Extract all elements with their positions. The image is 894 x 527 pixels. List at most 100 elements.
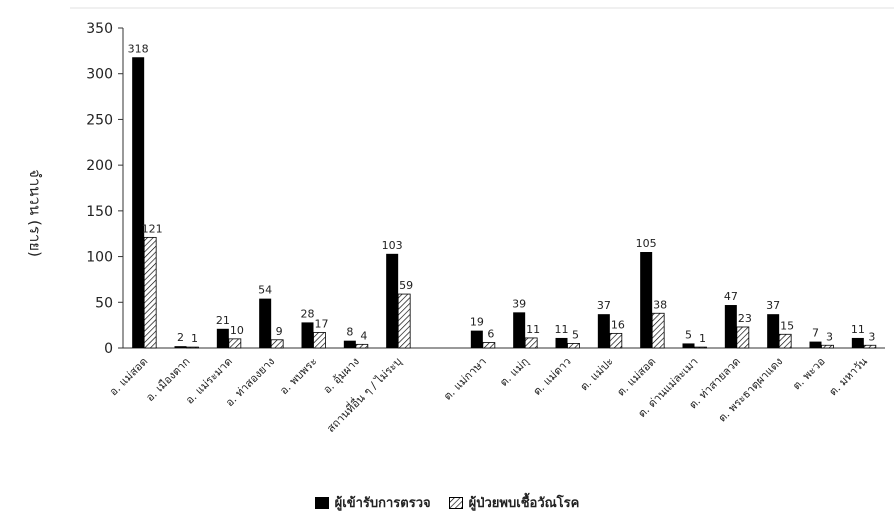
bar-tb-positive (609, 332, 623, 349)
legend-label-screened: ผู้เข้ารับการตรวจ (334, 496, 431, 511)
x-tick-label: ต. แม่สอด (614, 355, 658, 399)
x-tick-label: สถานที่อื่น ๆ / ไม่ระบุ (323, 354, 404, 435)
data-label-tb-positive: 4 (360, 329, 367, 342)
data-label-tb-positive: 16 (611, 318, 625, 331)
data-label-screened: 318 (128, 42, 149, 55)
bar-tb-positive (694, 346, 707, 349)
data-label-screened: 47 (724, 290, 738, 303)
x-tick-label: อ. อุ้มผาง (321, 355, 362, 396)
x-tick-label: ต. พะวอ (790, 355, 828, 393)
data-label-tb-positive: 15 (780, 319, 794, 332)
data-label-screened: 105 (636, 237, 657, 250)
bar-tb-positive (736, 326, 750, 349)
data-label-screened: 54 (258, 284, 272, 297)
bar-tb-positive (186, 346, 199, 349)
bar-screened (597, 314, 610, 348)
bar-tb-positive (778, 333, 792, 349)
y-tick-label: 150 (86, 204, 113, 220)
data-label-tb-positive: 1 (699, 332, 706, 345)
y-tick-label: 50 (95, 295, 113, 311)
legend-item-tb-positive: ผู้ป่วยพบเชื้อวัณโรค (448, 492, 580, 513)
bar-screened (386, 253, 399, 348)
bar-screened (216, 328, 229, 348)
y-tick-label: 0 (104, 341, 113, 357)
bar-tb-positive (482, 342, 496, 349)
data-label-tb-positive: 3 (826, 330, 833, 343)
data-label-tb-positive: 23 (738, 312, 752, 325)
x-tick-label: ต. แม่ปะ (578, 355, 616, 393)
y-tick-label: 300 (86, 67, 113, 83)
bar-screened (724, 305, 737, 348)
data-label-tb-positive: 9 (276, 325, 283, 338)
bar-tb-positive (355, 343, 369, 349)
bar-screened (259, 298, 272, 348)
legend-swatch-black (314, 496, 329, 509)
data-label-screened: 11 (555, 323, 569, 336)
bar-tb-positive (651, 312, 665, 349)
bar-tb-positive (228, 338, 242, 349)
data-label-tb-positive: 1 (191, 332, 198, 345)
data-label-screened: 19 (470, 316, 484, 329)
x-tick-label: ต. มหาวัน (826, 355, 870, 399)
legend-item-screened: ผู้เข้ารับการตรวจ (314, 492, 431, 513)
data-label-tb-positive: 6 (487, 328, 494, 341)
data-label-tb-positive: 17 (315, 317, 329, 330)
data-label-screened: 5 (685, 328, 692, 341)
data-label-screened: 8 (346, 326, 353, 339)
x-tick-label: อ. แม่สอด (107, 355, 150, 398)
data-label-tb-positive: 3 (868, 330, 875, 343)
bar-screened (301, 322, 314, 348)
bar-tb-positive (313, 332, 326, 349)
data-label-screened: 37 (597, 299, 611, 312)
data-label-tb-positive: 59 (399, 279, 413, 292)
bar-screened (767, 314, 780, 348)
data-label-screened: 37 (766, 299, 780, 312)
data-label-screened: 28 (301, 307, 315, 320)
bar-screened (640, 252, 653, 348)
y-tick-label: 350 (86, 21, 113, 37)
legend: ผู้เข้ารับการตรวจ ผู้ป่วยพบเชื้อวัณโรค (0, 492, 894, 513)
y-axis: 0 50 100 150 200 250 300 350 (86, 21, 885, 357)
y-tick-label: 100 (86, 250, 113, 266)
data-label-tb-positive: 121 (142, 222, 163, 235)
bar-screened (343, 340, 356, 348)
bar-tb-positive (863, 344, 877, 349)
bar-tb-positive (143, 236, 157, 349)
data-label-tb-positive: 5 (572, 328, 579, 341)
data-label-screened: 21 (216, 314, 230, 327)
bar-screened (851, 337, 864, 348)
bar-screened (809, 341, 822, 348)
data-label-screened: 103 (382, 239, 403, 252)
bar-tb-positive (567, 343, 580, 349)
y-tick-label: 250 (86, 112, 113, 128)
x-tick-label: ต. แม่ตาว (530, 355, 573, 398)
bar-tb-positive (270, 339, 284, 349)
bar-tb-positive (524, 337, 538, 349)
data-label-tb-positive: 38 (653, 298, 667, 311)
bar-screened (132, 57, 145, 348)
bar-screened (682, 343, 695, 348)
data-label-tb-positive: 10 (230, 324, 244, 337)
x-tick-label: ต. แม่กาษา (441, 355, 489, 403)
bar-screened (555, 337, 568, 348)
y-axis-label: จำนวน (ราย) (26, 169, 44, 257)
y-tick-label: 200 (86, 158, 113, 174)
x-tick-label: อ. พบพระ (277, 355, 319, 397)
data-label-screened: 39 (512, 297, 526, 310)
legend-swatch-hatched (448, 496, 463, 509)
data-label-screened: 2 (177, 331, 184, 344)
bar-screened (174, 346, 187, 348)
bar-screened (470, 330, 483, 348)
data-label-screened: 7 (812, 327, 819, 340)
bar-tb-positive (397, 293, 411, 349)
data-label-tb-positive: 11 (526, 323, 540, 336)
bar-tb-positive (821, 344, 834, 349)
bar-screened (513, 312, 526, 348)
data-label-screened: 11 (851, 323, 865, 336)
legend-label-tb-positive: ผู้ป่วยพบเชื้อวัณโรค (468, 496, 580, 511)
x-tick-label: ต. แม่กุ (497, 355, 531, 389)
